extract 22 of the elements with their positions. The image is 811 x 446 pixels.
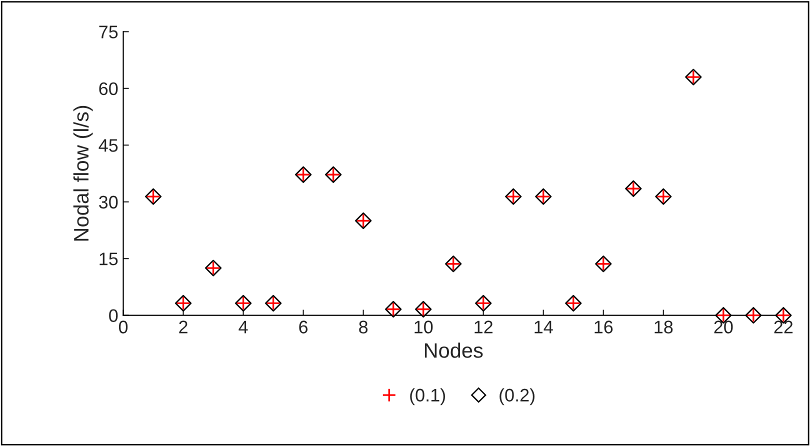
legend-label: (0.1) [410, 388, 446, 406]
x-tick-label: 20 [714, 320, 733, 334]
legend-label: (0.2) [500, 388, 534, 406]
y-tick-label: 30 [99, 196, 118, 209]
y-tick-label: 75 [99, 26, 118, 38]
y-axis-title: Nodal flow (l/s) [73, 106, 93, 241]
y-tick-label: 0 [109, 309, 118, 322]
x-tick-label: 8 [359, 320, 368, 334]
x-tick-label: 12 [474, 320, 492, 334]
x-tick-label: 10 [414, 320, 433, 334]
x-tick-label: 18 [654, 320, 673, 334]
x-tick-label: 0 [118, 320, 128, 334]
x-tick-label: 4 [238, 320, 248, 334]
y-tick-label: 45 [98, 139, 118, 152]
x-tick-label: 6 [299, 320, 308, 334]
x-axis-title: Nodes [424, 342, 483, 358]
y-tick-label: 60 [99, 82, 118, 96]
x-tick-label: 2 [179, 320, 188, 334]
x-tick-label: 22 [774, 320, 793, 334]
x-tick-label: 16 [594, 320, 613, 334]
y-tick-label: 15 [100, 252, 118, 266]
x-tick-label: 14 [534, 320, 553, 334]
